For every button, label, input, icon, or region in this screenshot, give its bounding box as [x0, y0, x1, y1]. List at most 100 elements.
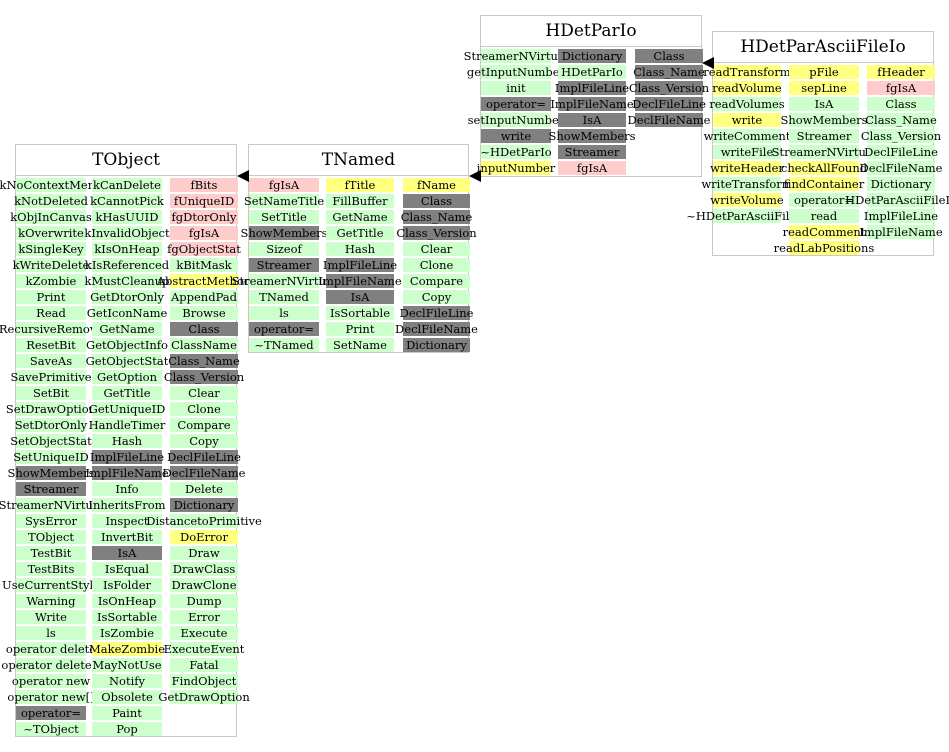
member-label: StreamerNVirtual: [771, 145, 877, 159]
member-cell: IsOnHeap: [92, 594, 162, 608]
member-label: readVolumes: [709, 97, 785, 111]
class-box-hdetpario: HDetParIo StreamerNVirtual getInputNumber…: [464, 15, 710, 177]
member-cell: Class_Version: [164, 370, 244, 384]
member-cell: Class_Version: [861, 129, 941, 143]
member-cell: ResetBit: [16, 338, 86, 352]
member-label: InvertBit: [100, 530, 154, 544]
member-label: DrawClone: [171, 578, 237, 592]
member-label: readVolume: [712, 81, 782, 95]
member-column: readTransform readVolume readVolumes write w…: [686, 65, 808, 225]
member-label: operator delete: [5, 642, 97, 656]
member-label: DeclFileLine: [632, 97, 706, 111]
member-label: getInputNumber: [466, 65, 566, 79]
member-cell: ShowMembers: [240, 226, 328, 240]
member-cell: kSingleKey: [16, 242, 86, 256]
member-cell: Clone: [403, 258, 470, 272]
member-label: writeVolume: [710, 193, 784, 207]
member-cell: operator=: [481, 97, 551, 111]
member-label: Class_Name: [168, 354, 240, 368]
member-label: fgIsA: [268, 178, 300, 192]
member-cell: GetObjectInfo: [86, 338, 168, 352]
member-label: pFile: [809, 65, 839, 79]
member-label: GetTitle: [336, 226, 384, 240]
member-label: DeclFileLine: [167, 450, 241, 464]
member-label: TestBit: [30, 546, 72, 560]
member-cell: ImplFileName: [859, 225, 943, 239]
member-column: kNoContextMenu kNotDeleted kObjInCanvas kOv…: [0, 178, 103, 738]
member-label: ImplFileName: [85, 466, 169, 480]
member-label: ImplFileLine: [322, 258, 398, 272]
member-label: readTransform: [703, 65, 791, 79]
member-cell: GetTitle: [326, 226, 394, 240]
member-label: fBits: [190, 178, 218, 192]
member-label: writeTransform: [701, 177, 793, 191]
member-label: kIsReferenced: [84, 258, 170, 272]
member-label: Copy: [189, 434, 219, 448]
member-label: kObjInCanvas: [10, 210, 92, 224]
member-cell: kMustCleanup: [85, 274, 170, 288]
member-label: Class_Version: [396, 226, 477, 240]
member-cell: inputNumber: [477, 161, 555, 175]
member-label: SysError: [24, 514, 78, 528]
member-cell: fgIsA: [558, 161, 626, 175]
member-cell: kNotDeleted: [14, 194, 88, 208]
member-cell: HDetParAsciiFileIo: [845, 193, 949, 207]
member-cell: DistancetoPrimitive: [146, 514, 262, 528]
member-cell: kCanDelete: [92, 178, 162, 192]
member-cell: StreamerNVirtual: [772, 145, 876, 159]
member-cell: MayNotUse: [92, 658, 162, 672]
member-label: GetName: [332, 210, 388, 224]
member-cell: operator delete[]: [1, 658, 101, 672]
member-label: SavePrimitive: [10, 370, 92, 384]
member-cell: operator=: [16, 706, 86, 720]
member-label: fgDtorOnly: [171, 210, 237, 224]
member-label: ls: [279, 306, 289, 320]
member-cell: Copy: [170, 434, 238, 448]
member-cell: GetObjectStat: [86, 354, 168, 368]
member-cell: Sizeof: [249, 242, 319, 256]
member-label: findContainer: [783, 177, 865, 191]
member-label: writeHeader: [710, 161, 784, 175]
member-cell: ShowMembers: [548, 129, 636, 143]
member-cell: Hash: [92, 434, 162, 448]
member-cell: MakeZombie: [88, 642, 166, 656]
member-label: HDetParIo: [561, 65, 623, 79]
class-title: HDetParIo: [481, 16, 701, 47]
member-cell: ~HDetParAsciiFileIo: [686, 209, 808, 223]
member-cell: Write: [16, 610, 86, 624]
member-cell: UseCurrentStyle: [2, 578, 100, 592]
member-cell: Paint: [92, 706, 162, 720]
member-label: operator=: [20, 706, 82, 720]
member-label: GetOption: [96, 370, 158, 384]
member-cell: ~TObject: [16, 722, 86, 736]
member-label: Execute: [180, 626, 228, 640]
member-label: Clone: [187, 402, 221, 416]
member-label: SetBit: [32, 386, 70, 400]
member-cell: checkAllFound: [781, 161, 867, 175]
member-cell: operator=: [789, 193, 859, 207]
member-label: Browse: [182, 306, 226, 320]
member-cell: operator delete: [6, 642, 96, 656]
member-label: SetNameTitle: [243, 194, 325, 208]
member-label: write: [731, 113, 763, 127]
member-label: operator new[]: [7, 690, 95, 704]
member-label: MakeZombie: [88, 642, 166, 656]
member-cell: Print: [16, 290, 86, 304]
member-label: writeComment: [703, 129, 791, 143]
member-cell: Clone: [170, 402, 238, 416]
member-label: AppendPad: [170, 290, 238, 304]
member-cell: readVolumes: [709, 97, 785, 111]
member-label: Clone: [419, 258, 454, 272]
member-label: Fatal: [189, 658, 219, 672]
class-box-tobject: TObject kNoContextMenu kNotDeleted kObjInC…: [0, 144, 262, 738]
member-cell: Info: [92, 482, 162, 496]
member-label: Print: [345, 322, 375, 336]
member-label: fName: [417, 178, 456, 192]
member-cell: setInputNumber: [468, 113, 564, 127]
member-cell: kNoContextMenu: [0, 178, 103, 192]
member-cell: DeclFileName: [395, 322, 478, 336]
member-cell: IsZombie: [92, 626, 162, 640]
member-label: ShowMembers: [780, 113, 868, 127]
member-label: IsFolder: [102, 578, 152, 592]
member-cell: writeHeader: [710, 161, 784, 175]
